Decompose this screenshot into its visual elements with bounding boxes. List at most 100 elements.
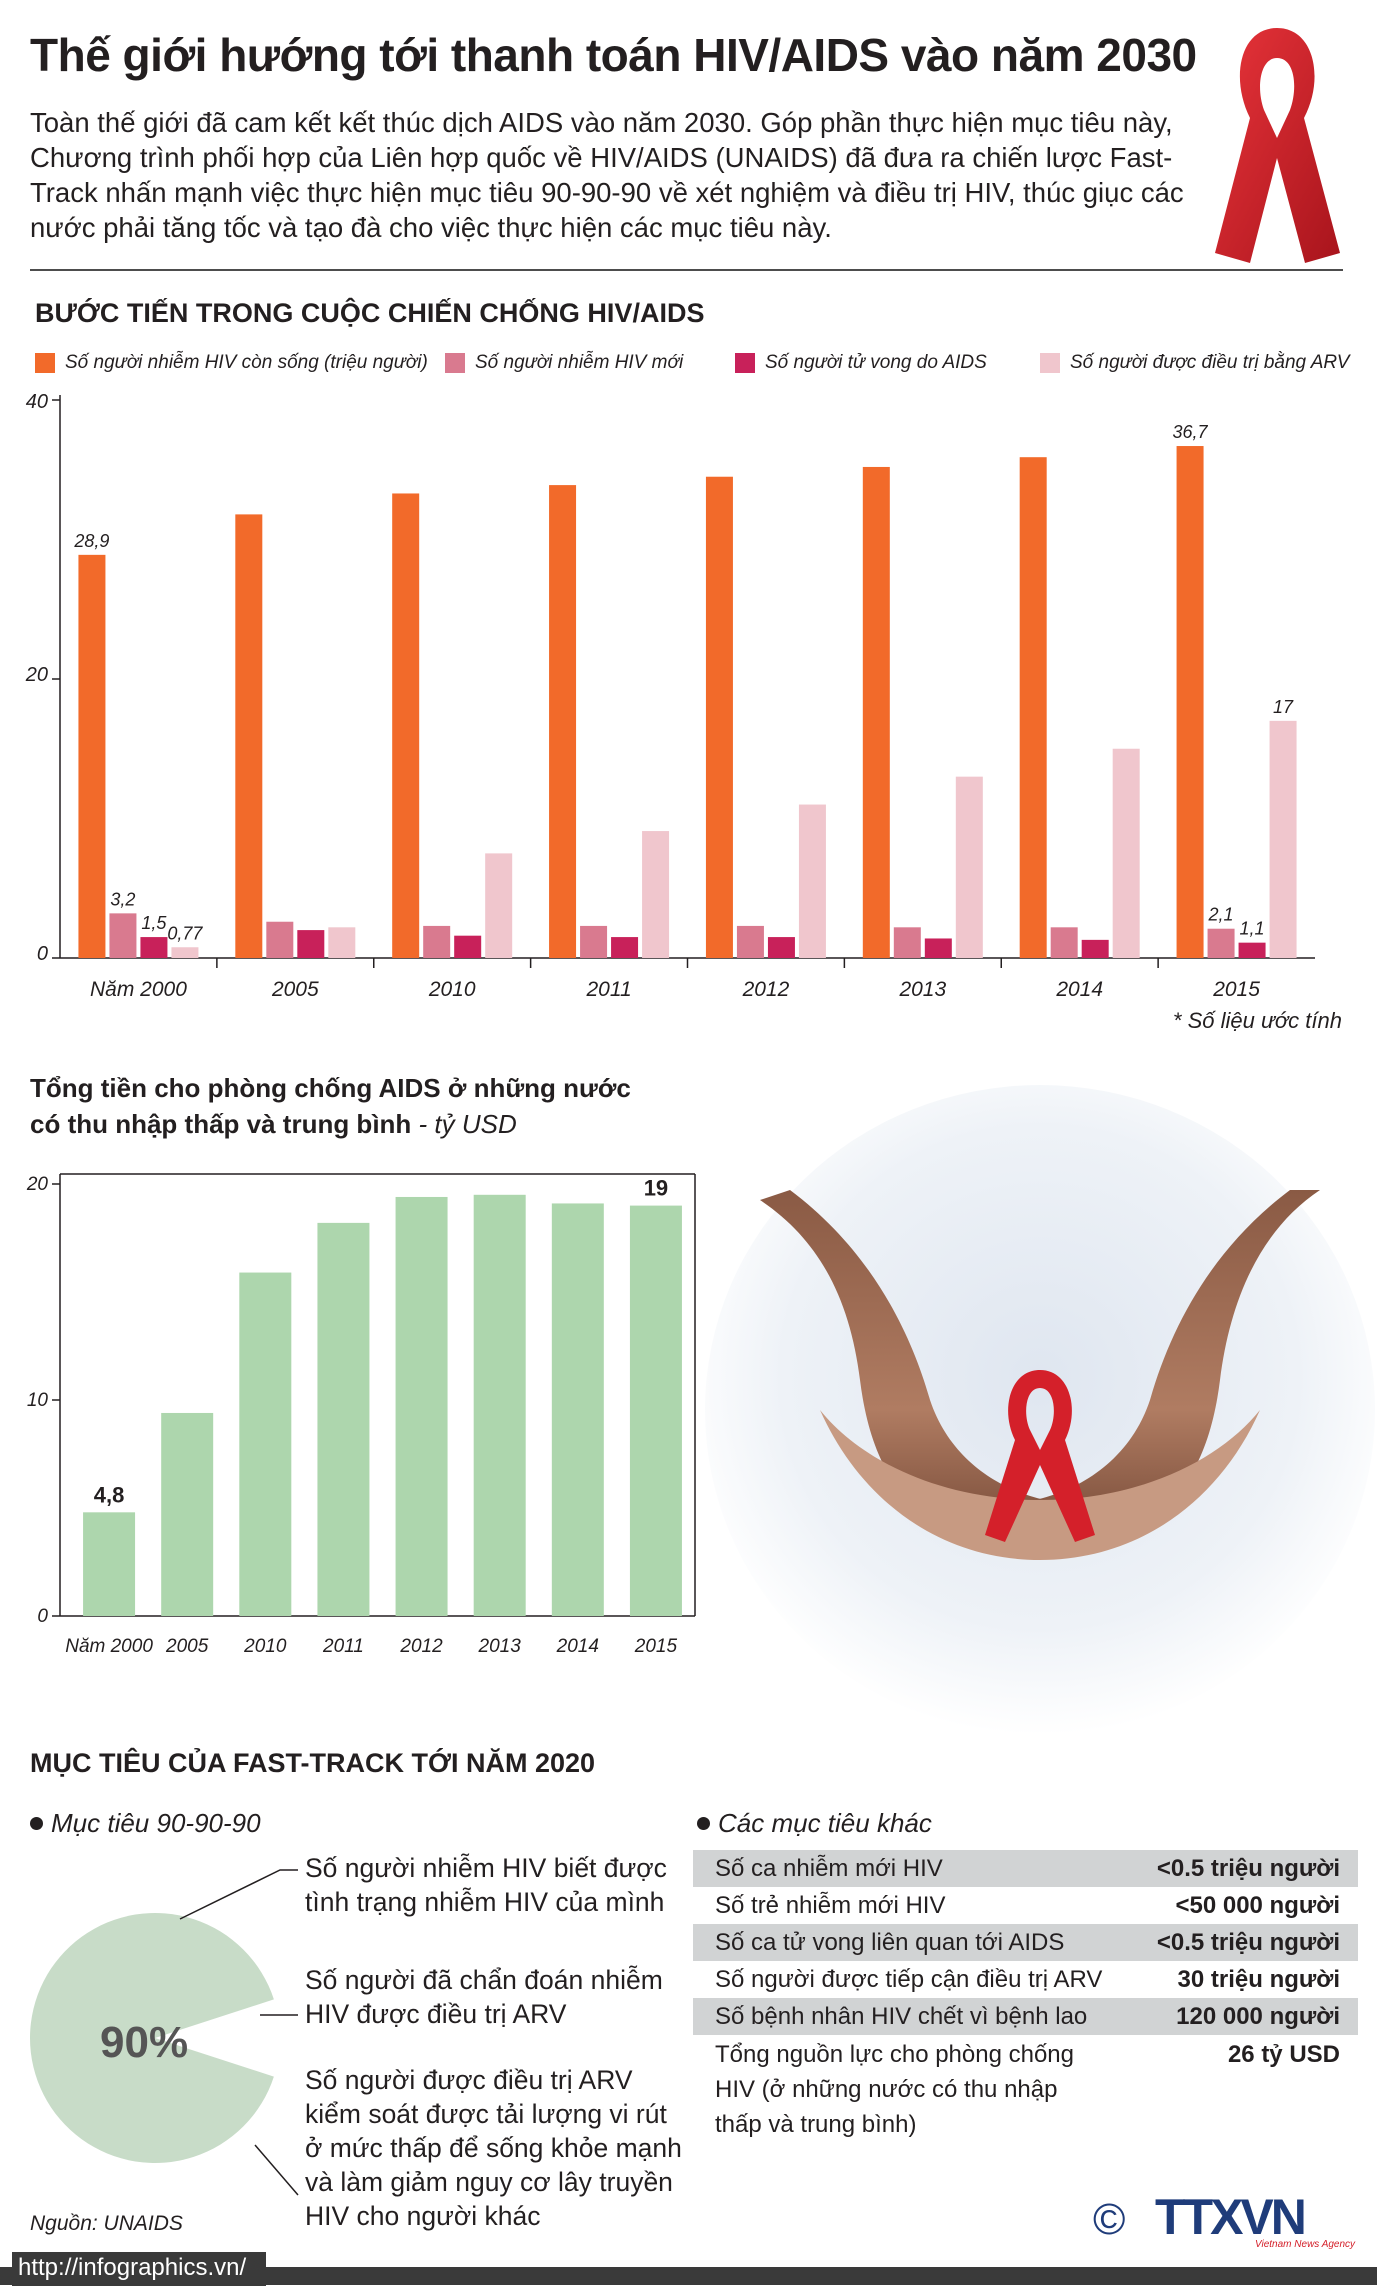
legend-label-new: Số người nhiễm HIV mới (475, 352, 684, 373)
funding-bar (317, 1222, 370, 1616)
bar-new (266, 921, 294, 958)
legend-swatch-deaths (735, 353, 755, 373)
target-row: Số người được tiếp cận điều trị ARV 30 t… (693, 1961, 1358, 1998)
footer-bar (0, 2267, 1377, 2285)
other-targets-heading-text: Các mục tiêu khác (718, 1808, 932, 1838)
funding-chart-title: Tổng tiền cho phòng chống AIDS ở những n… (30, 1070, 631, 1142)
bar-arv (1112, 748, 1140, 958)
funding-bar-chart: 0 10 20 4,8 Năm 2000 2005 2010 2011 2012 2013 2014… (26, 1173, 696, 1657)
target-row: Số bệnh nhân HIV chết vì bệnh lao 120 00… (693, 1998, 1358, 2035)
red-ribbon-icon (1215, 28, 1340, 263)
goal-90-heading-text: Mục tiêu 90-90-90 (51, 1808, 261, 1838)
bar-deaths (140, 937, 168, 958)
bar-living (549, 485, 577, 958)
bar-deaths (1081, 939, 1109, 958)
target-value: 30 triệu người (1177, 1965, 1340, 1993)
goal-item-1: Số người nhiễm HIV biết được tình trạng … (305, 1853, 667, 1917)
y-tick-label: 10 (27, 1390, 49, 1411)
bar-new (580, 925, 608, 958)
bar-living (235, 514, 263, 958)
source-note: Nguồn: UNAIDS (30, 2212, 183, 2235)
intro-paragraph: Toàn thế giới đã cam kết kết thúc dịch A… (30, 107, 1184, 243)
leader-line-3 (254, 2144, 299, 2196)
target-value: <0.5 triệu người (1112, 1850, 1358, 1887)
bar-arv (1269, 720, 1297, 958)
goal-item-2: Số người đã chẩn đoán nhiễm HIV được điề… (305, 1965, 663, 2029)
legend-item-deaths: Số người tử vong do AIDS (735, 352, 987, 374)
target-row: Số trẻ nhiễm mới HIV <50 000 người (693, 1887, 1358, 1924)
bar-value-label: 2,1 (1208, 905, 1234, 925)
legend-swatch-arv (1040, 353, 1060, 373)
leader-line-1 (179, 1869, 298, 1920)
bar-deaths (924, 938, 952, 958)
bar-value-label: 0,77 (167, 923, 203, 943)
ttxvn-sub-text: Vietnam News Agency (1255, 2239, 1356, 2250)
bar-arv (328, 927, 356, 958)
x-tick-label: 2010 (428, 978, 476, 1001)
target-label: Tổng nguồn lực cho phòng chống HIV (ở nh… (715, 2041, 1075, 2138)
y-tick-label: 0 (37, 943, 48, 965)
pie-slice-90 (29, 1913, 274, 2163)
bar-new (1050, 927, 1078, 958)
x-tick-label: 2015 (634, 1636, 678, 1657)
x-tick-label: 2005 (165, 1636, 209, 1657)
goal-item-3: Số người được điều trị ARV kiểm soát đượ… (305, 2065, 682, 2231)
target-label: Số ca nhiễm mới HIV (693, 1850, 1113, 1887)
bar-value-label: 36,7 (1173, 422, 1209, 442)
x-tick-label: Năm 2000 (90, 978, 187, 1001)
bar-living (78, 554, 106, 958)
bar-living (1019, 457, 1047, 958)
bar-deaths (454, 935, 482, 958)
funding-bar (395, 1196, 448, 1616)
target-label: Số trẻ nhiễm mới HIV (715, 1891, 946, 1919)
y-tick-label: 40 (26, 391, 48, 413)
x-tick-label: 2014 (1055, 978, 1103, 1001)
x-tick-label: 2011 (585, 978, 631, 1001)
bar-new (109, 913, 137, 958)
legend-label-deaths: Số người tử vong do AIDS (765, 352, 987, 373)
page-title: Thế giới hướng tới thanh toán HIV/AIDS v… (30, 29, 1197, 81)
funding-value-label: 19 (644, 1176, 668, 1201)
legend-item-living: Số người nhiễm HIV còn sống (triệu người… (35, 352, 428, 374)
funding-value-label: 4,8 (94, 1482, 125, 1507)
bar-living (392, 493, 420, 958)
bar-arv (798, 804, 826, 958)
x-tick-label: 2011 (322, 1636, 364, 1657)
bar-deaths (611, 937, 639, 958)
y-tick-label: 20 (25, 664, 48, 686)
bar-value-label: 28,9 (73, 531, 109, 551)
bar-value-label: 1,1 (1240, 919, 1265, 939)
footer-url-link[interactable]: http://infographics.vn/ (12, 2252, 267, 2286)
target-value: 120 000 người (1112, 1998, 1358, 2035)
bar-value-label: 1,5 (141, 913, 167, 933)
target-value: <0.5 triệu người (1112, 1924, 1358, 1961)
copyright-icon: © (1093, 2195, 1126, 2244)
legend-label-arv: Số người được điều trị bằng ARV (1070, 352, 1350, 373)
fast-track-title: MỤC TIÊU CỦA FAST-TRACK TỚI NĂM 2020 (30, 1748, 596, 1778)
header-divider (30, 269, 1343, 271)
estimate-note: * Số liệu ước tính (1172, 1008, 1342, 1033)
legend-swatch-living (35, 353, 55, 373)
bar-arv (485, 853, 513, 958)
x-tick-label: 2005 (271, 978, 319, 1001)
other-targets-heading: Các mục tiêu khác (697, 1808, 932, 1839)
bar-deaths (1238, 942, 1266, 958)
goal-90-heading: Mục tiêu 90-90-90 (30, 1808, 261, 1839)
bar-living (705, 476, 733, 958)
target-row: Số ca tử vong liên quan tới AIDS <0.5 tr… (693, 1924, 1358, 1961)
y-tick-label: 20 (26, 1174, 49, 1195)
x-tick-label: 2010 (243, 1636, 287, 1657)
hiv-progress-bar-chart: 0 20 40 28,9 3,2 1,50,77 Năm 2000 2005 2010 2011 2… (25, 391, 1315, 1001)
target-label: Số người được tiếp cận điều trị ARV (715, 1965, 1103, 1993)
x-tick-label: 2013 (478, 1636, 522, 1657)
target-row: Số ca nhiễm mới HIV <0.5 triệu người (693, 1850, 1358, 1887)
bar-value-label: 3,2 (110, 889, 135, 909)
target-row: Tổng nguồn lực cho phòng chống HIV (ở nh… (693, 2035, 1358, 2142)
target-value: 26 tỷ USD (1227, 2041, 1340, 2068)
funding-title-line2: có thu nhập thấp và trung bình (30, 1109, 412, 1139)
bar-living (862, 466, 890, 958)
target-label: Số ca tử vong liên quan tới AIDS (693, 1924, 1113, 1961)
ttxvn-logo: TTXVN Vietnam News Agency (1155, 2190, 1356, 2250)
legend-label-living: Số người nhiễm HIV còn sống (triệu người… (65, 352, 428, 373)
goal-90-pie (29, 1869, 299, 2196)
